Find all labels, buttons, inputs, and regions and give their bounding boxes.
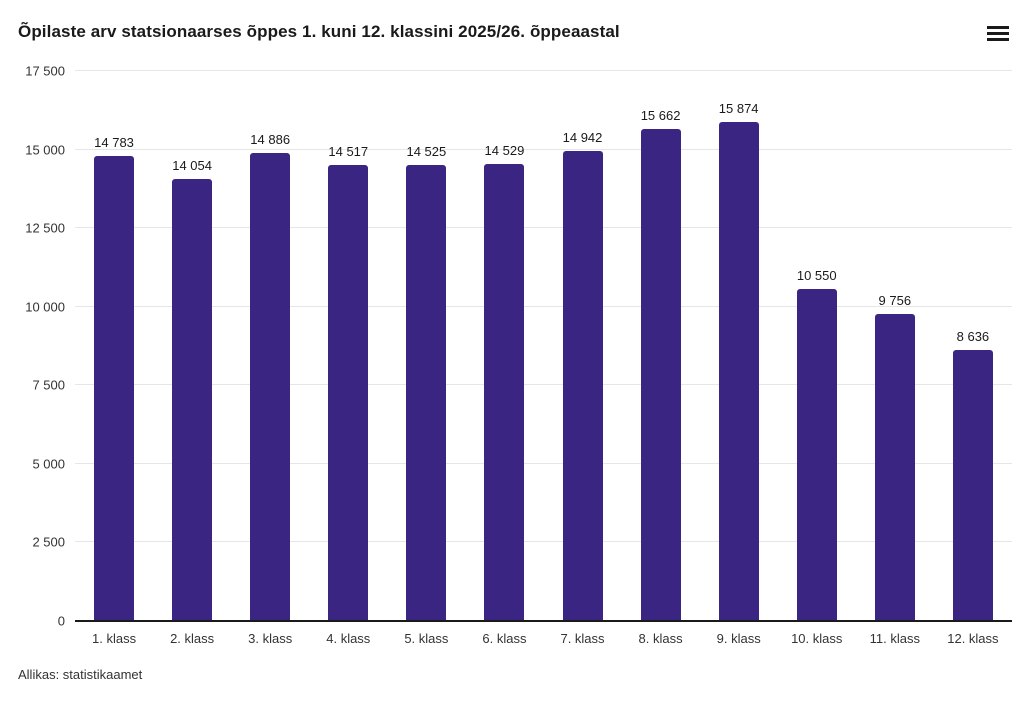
bar-cell: 14 529 [465,71,543,621]
x-axis-category-label: 11. klass [869,631,920,646]
bar-3-klass[interactable] [250,153,291,621]
gridline [75,227,1012,229]
x-axis-category-label: 9. klass [716,631,761,646]
bar-12-klass[interactable] [952,349,993,621]
bar-value-label: 14 783 [94,135,134,151]
gridline [75,384,1012,386]
gridline [75,462,1012,464]
bar-value-label: 14 886 [250,132,291,148]
bar-1-klass[interactable] [94,156,135,621]
x-axis-category-label: 8. klass [638,631,683,646]
gridline [75,148,1012,150]
x-axis-category-label: 2. klass [170,631,215,646]
y-axis-tick-label: 5 000 [32,456,65,472]
bars-layer: 14 783 14 054 14 886 14 517 14 525 14 529 14 9… [75,71,1012,621]
bar-value-label: 15 874 [718,101,759,117]
bar-cell: 14 525 [387,71,465,621]
bar-value-label: 14 529 [484,143,525,159]
y-axis-tick-label: 15 000 [25,142,65,158]
bar-9-klass[interactable] [718,122,759,621]
bar-cell: 10 550 [778,71,856,621]
bar-cell: 15 662 [622,71,700,621]
x-axis-category-label: 3. klass [248,631,293,646]
gridline [75,305,1012,307]
bar-cell: 9 756 [856,71,934,621]
bar-cell: 14 783 [75,71,153,621]
x-axis-category-label: 6. klass [482,631,527,646]
x-axis-category-label: 4. klass [326,631,371,646]
bar-cell: 14 054 [153,71,231,621]
x-axis-category-label: 12. klass [947,631,999,646]
bar-value-label: 14 517 [328,143,369,159]
bar-cell: 14 886 [231,71,309,621]
bar-2-klass[interactable] [172,179,213,621]
x-axis-baseline [75,620,1012,622]
bar-6-klass[interactable] [484,164,525,621]
y-axis-tick-label: 12 500 [25,220,65,236]
gridline [75,70,1012,71]
bar-value-label: 10 550 [796,268,837,284]
bar-5-klass[interactable] [406,164,447,621]
bar-cell: 14 517 [309,71,387,621]
y-axis-tick-label: 10 000 [25,299,65,315]
bar-cell: 14 942 [543,71,621,621]
bar-cell: 8 636 [934,71,1012,621]
y-axis-tick-label: 2 500 [32,534,65,550]
bar-value-label: 14 942 [562,130,603,146]
bar-cell: 15 874 [700,71,778,621]
y-axis-tick-label: 7 500 [32,377,65,393]
gridline [75,541,1012,543]
bar-7-klass[interactable] [562,151,603,621]
hamburger-menu-icon [987,25,1009,41]
bar-value-label: 9 756 [878,293,912,309]
plot-area: 0 2 500 5 000 7 500 10 000 12 500 15 000 17 500… [25,64,1012,629]
y-axis-tick-label: 17 500 [25,63,65,79]
bar-10-klass[interactable] [796,289,837,621]
bar-value-label: 14 054 [172,158,212,174]
y-axis-tick-label: 0 [57,613,65,629]
export-menu-button[interactable] [985,22,1011,44]
source-credit: Allikas: statistikaamet [18,667,143,682]
chart-title: Õpilaste arv statsionaarses õppes 1. kun… [18,22,620,41]
x-axis: 1. klass 2. klass 3. klass 4. klass 5. klass… [75,631,1012,646]
bar-4-klass[interactable] [328,164,369,621]
bar-value-label: 15 662 [640,107,681,123]
bar-value-label: 8 636 [956,328,990,344]
bar-8-klass[interactable] [640,128,681,621]
x-axis-category-label: 10. klass [791,631,843,646]
x-axis-category-label: 1. klass [92,631,137,646]
bar-11-klass[interactable] [874,314,915,621]
x-axis-category-label: 5. klass [404,631,449,646]
bar-value-label: 14 525 [406,143,447,159]
x-axis-category-label: 7. klass [560,631,605,646]
